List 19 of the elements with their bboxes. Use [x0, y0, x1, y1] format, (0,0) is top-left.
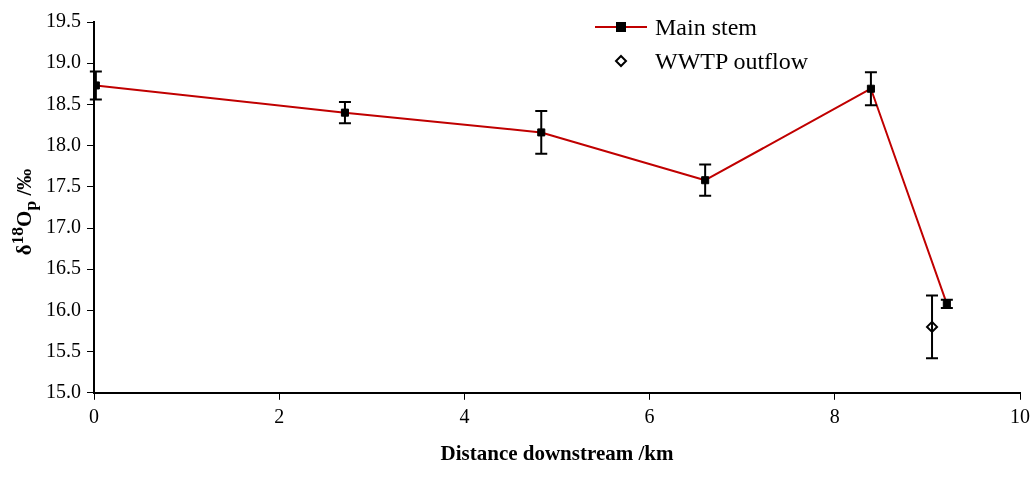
- y-tick-label: 18.5: [46, 91, 81, 114]
- y-tick-label: 17.5: [46, 174, 81, 197]
- x-tick-label: 0: [89, 405, 99, 428]
- y-tick-label: 15.5: [46, 338, 81, 361]
- legend-label: WWTP outflow: [655, 47, 809, 75]
- y-tick-label: 19.5: [46, 9, 81, 32]
- y-tick-label: 17.0: [46, 215, 81, 238]
- x-tick-label: 6: [644, 405, 655, 428]
- y-tick-label: 19.0: [46, 50, 81, 73]
- x-axis-title: Distance downstream /km: [440, 440, 674, 465]
- x-tick-label: 4: [459, 405, 470, 428]
- x-tick-label: 2: [274, 405, 285, 428]
- legend-label: Main stem: [655, 13, 757, 41]
- x-tick-label: 10: [1010, 405, 1030, 428]
- y-tick-label: 16.0: [46, 297, 81, 320]
- x-tick-label: 8: [829, 405, 840, 428]
- y-tick-label: 18.0: [46, 132, 81, 155]
- y-tick-label: 15.0: [46, 380, 81, 403]
- y-tick-label: 16.5: [46, 256, 81, 279]
